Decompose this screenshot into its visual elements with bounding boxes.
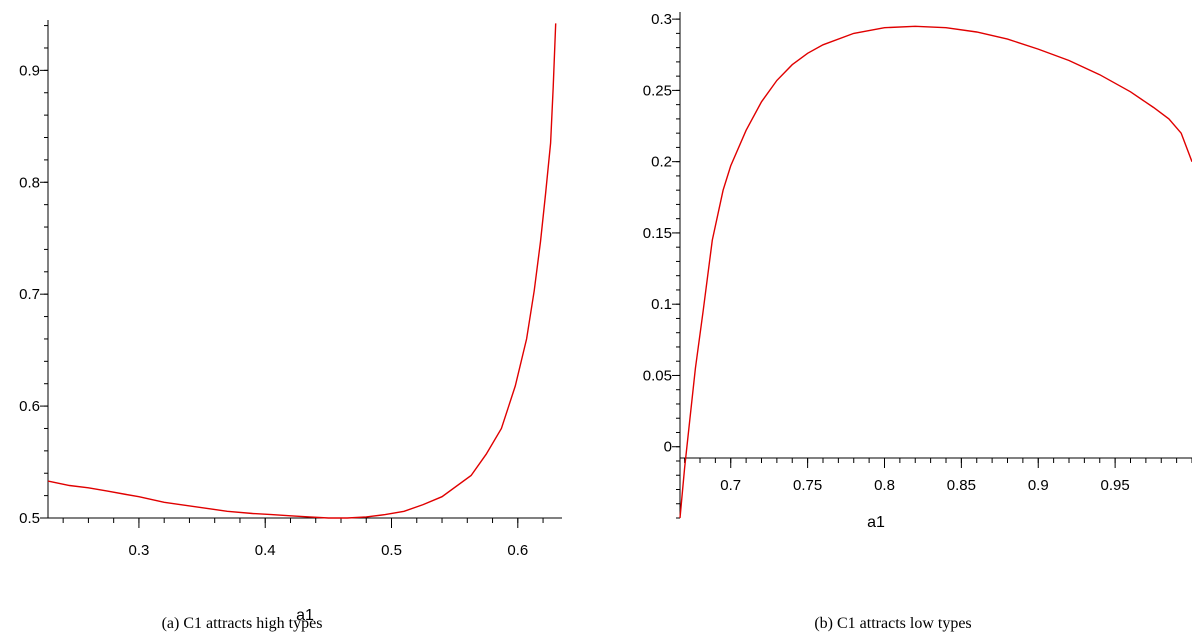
x-tick-label: 0.6 xyxy=(507,542,528,559)
panel-b: 0.7 0.75 0.8 0.85 0.9 0.95 0 0.05 0.1 0.15 0.2 0.25… xyxy=(643,11,1192,632)
x-tick-label: 0.8 xyxy=(874,477,895,494)
panel-caption: (a) C1 attracts high types xyxy=(162,615,323,632)
x-tick-label: 0.4 xyxy=(255,542,276,559)
y-tick-label: 0.7 xyxy=(19,286,40,303)
x-tick-label: 0.85 xyxy=(947,477,976,494)
y-tick-label: 0.25 xyxy=(643,82,672,99)
x-tick-label: 0.9 xyxy=(1028,477,1049,494)
x-tick-label: 0.75 xyxy=(793,477,822,494)
y-tick-label: 0 xyxy=(664,439,672,456)
x-axis-title: a1 xyxy=(867,514,885,531)
y-tick-label: 0.5 xyxy=(19,510,40,527)
panel-a: 0.3 0.4 0.5 0.6 0.5 0.6 0.7 0.8 0.9 a1(a) C1 attr… xyxy=(19,20,562,632)
series-line xyxy=(679,25,1192,519)
x-tick-label: 0.3 xyxy=(128,542,149,559)
x-tick-label: 0.95 xyxy=(1101,477,1130,494)
y-tick-label: 0.15 xyxy=(643,225,672,242)
x-tick-label: 0.5 xyxy=(381,542,402,559)
y-tick-label: 0.1 xyxy=(651,296,672,313)
y-tick-label: 0.3 xyxy=(651,11,672,28)
panel-caption: (b) C1 attracts low types xyxy=(814,615,971,632)
y-tick-label: 0.2 xyxy=(651,154,672,171)
y-tick-label: 0.8 xyxy=(19,174,40,191)
y-tick-label: 0.05 xyxy=(643,367,672,384)
x-tick-label: 0.7 xyxy=(720,477,741,494)
y-tick-label: 0.6 xyxy=(19,398,40,415)
y-tick-label: 0.9 xyxy=(19,62,40,79)
x-axis-title: a1 xyxy=(296,607,314,624)
series-line xyxy=(47,23,557,519)
